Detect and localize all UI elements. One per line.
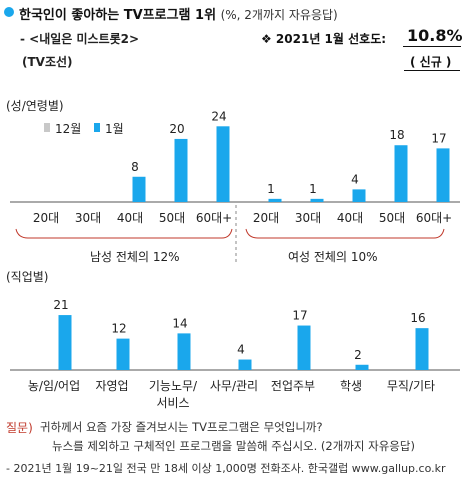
rank-value: 10.8% [407, 26, 463, 45]
chart2-c4-value-label: 17 [292, 309, 307, 323]
chart1-g1-tick-3: 50대 [379, 211, 405, 225]
chart2-tick-2-line-0: 기능노무/ [149, 379, 198, 393]
bracket-female [245, 228, 445, 239]
chart1-g1-c2-value-label: 4 [351, 172, 359, 186]
chart2-c0-value-label: 21 [53, 298, 68, 312]
chart1-g0-tick-2: 40대 [117, 211, 143, 225]
chart2-tick-1: 자영업 [95, 379, 128, 393]
chart1-g1-c4-bar [436, 148, 450, 202]
chart1-g0-c4-bar [216, 126, 230, 202]
chart1-g0-c3-value-label: 20 [169, 122, 184, 136]
chart-canvas: 20대 30대840대2050대2460대+120대130대440대1850대17… [10, 109, 460, 410]
chart2-c3-value-label: 4 [237, 343, 245, 357]
chart2-c5-bar [355, 364, 369, 370]
chart1-g1-tick-1: 30대 [295, 211, 321, 225]
chart2-c2-value-label: 14 [172, 316, 187, 330]
chart1-g1-c3-value-label: 18 [389, 128, 404, 142]
chart1-g1-c0-bar [268, 198, 282, 202]
footnote: - 2021년 1월 19~21일 전국 만 18세 이상 1,000명 전화조… [6, 462, 446, 475]
channel-label: (TV조선) [22, 55, 73, 69]
chart2-tick-3: 사무/관리 [210, 379, 258, 393]
chart1-g1-c2-bar [352, 189, 366, 202]
chart2-tick-5: 학생 [340, 379, 362, 393]
chart1-g1-c0-value-label: 1 [267, 182, 275, 196]
chart2-c6-bar [415, 328, 429, 370]
chart1-g0-c2-value-label: 8 [131, 160, 139, 174]
chart1-g1-c1-bar [310, 198, 324, 202]
chart2-tick-2-line-1: 서비스 [156, 396, 189, 410]
rank-label: ❖ 2021년 1월 선호도: [261, 32, 387, 46]
chart2-c2-bar [177, 333, 191, 370]
new-tag-underline [404, 70, 460, 71]
question-line-2: 뉴스를 제외하고 구체적인 프로그램을 말씀해 주십시오. (2개까지 자유응답… [52, 439, 415, 453]
chart2-c0-bar [58, 315, 72, 370]
title-main: 한국인이 좋아하는 TV프로그램 1위 [19, 8, 217, 23]
chart1-g0-tick-1: 30대 [75, 211, 101, 225]
legend-swatch-curr [94, 123, 100, 132]
chart1-g1-c3-bar [394, 145, 408, 202]
chart2-tick-6: 무직/기타 [387, 379, 435, 393]
chart1-g1-c1-value-label: 1 [309, 182, 317, 196]
female-summary: 여성 전체의 10% [288, 250, 378, 264]
rank-value-underline [403, 46, 461, 47]
male-summary: 남성 전체의 12% [90, 250, 180, 264]
chart1-g0-tick-4: 60대+ [196, 211, 232, 225]
section-label-demographic: (성/연령별) [6, 99, 64, 113]
chart1-g0-tick-3: 50대 [159, 211, 185, 225]
chart2-c4-bar [297, 325, 311, 370]
title-note: (%, 2개까지 자유응답) [220, 8, 338, 22]
program-line: - <내일은 미스트롯2> [20, 32, 140, 46]
chart1-g0-c3-bar [174, 138, 188, 202]
chart2-c3-bar [238, 359, 252, 370]
chart1-g0-c4-value-label: 24 [211, 109, 226, 123]
legend-swatch-prev [44, 123, 50, 132]
title-bullet-icon [4, 7, 14, 17]
page-title: 한국인이 좋아하는 TV프로그램 1위 (%, 2개까지 자유응답) [19, 4, 338, 23]
chart2-c1-bar [116, 338, 130, 370]
chart2-tick-4: 전업주부 [271, 379, 315, 393]
legend-label-curr: 1월 [105, 122, 124, 136]
chart1-g0-c2-bar [132, 176, 146, 202]
chart1-g1-tick-2: 40대 [337, 211, 363, 225]
question-label: 질문) [6, 421, 33, 435]
legend-label-prev: 12월 [55, 122, 82, 136]
chart1-g0-tick-0: 20대 [33, 211, 59, 225]
chart2-c5-value-label: 2 [354, 348, 362, 362]
chart1-g1-c4-value-label: 17 [431, 131, 446, 145]
new-tag: ( 신규 ) [410, 55, 452, 69]
chart1-g1-tick-4: 60대+ [416, 211, 452, 225]
question-line-1: 귀하께서 요즘 가장 즐겨보시는 TV프로그램은 무엇입니까? [40, 420, 323, 434]
chart1-g1-tick-0: 20대 [253, 211, 279, 225]
chart2-c1-value-label: 12 [111, 322, 126, 336]
chart2-tick-0: 농/임/어업 [28, 379, 80, 393]
chart2-c6-value-label: 16 [410, 311, 425, 325]
bracket-male [15, 228, 233, 239]
section-label-occupation: (직업별) [6, 270, 49, 284]
